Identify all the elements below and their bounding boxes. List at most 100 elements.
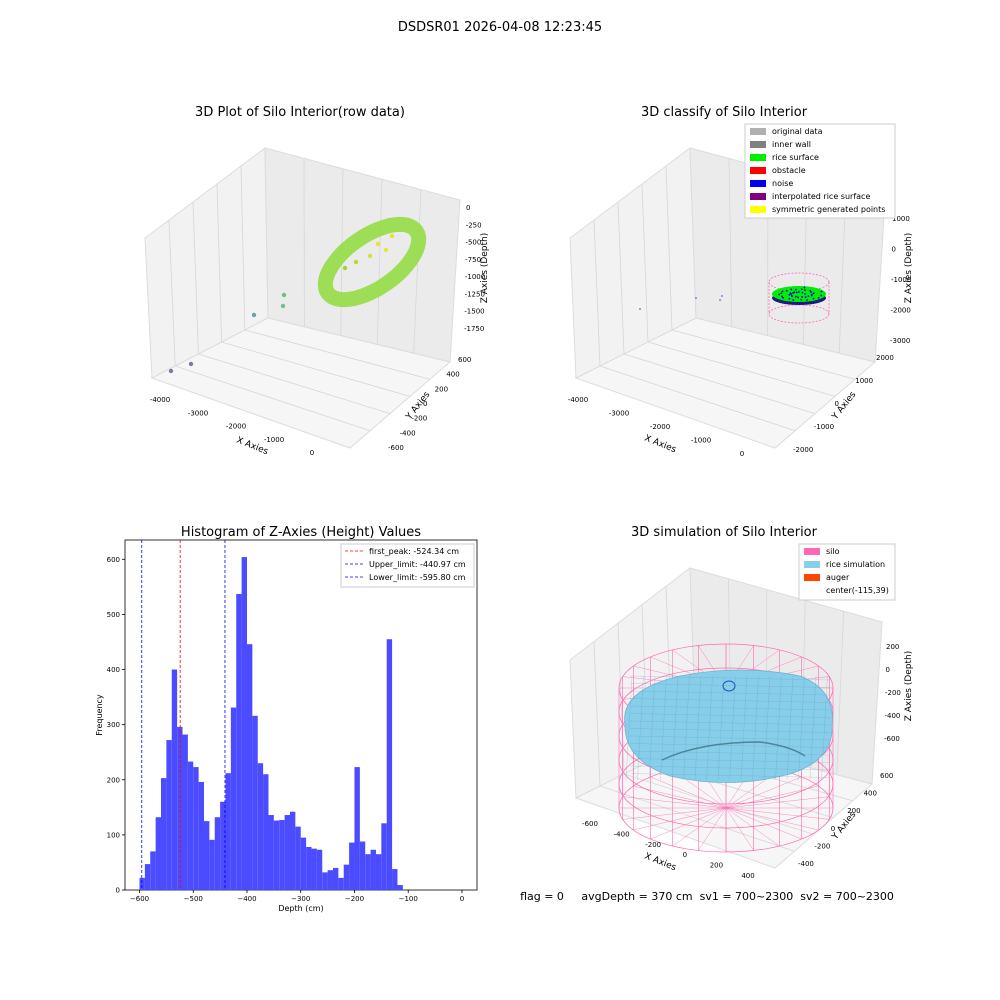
panel4-y-tick-label: 400 [864,790,877,798]
noise-point [800,298,803,301]
grid-line [244,329,431,380]
noise-point [804,296,807,299]
figure-title: DSDSR01 2026-04-08 12:23:45 [398,20,602,35]
panel2-legend-label: rice surface [772,153,819,162]
histogram-legend-label: first_peak: -524.34 cm [369,547,459,556]
histogram-bar [236,594,242,890]
histogram-bar [365,854,371,890]
histogram-ylabel: Frequency [95,694,104,736]
panel4-title: 3D simulation of Silo Interior [631,525,818,540]
panel2-legend-label: interpolated rice surface [772,192,870,201]
noise-point [790,294,793,297]
noise-point [794,288,797,291]
histogram-bar [257,763,264,890]
panel4-rice-ridge [661,741,806,761]
grid-line [593,219,601,367]
noise-point [801,291,804,294]
panel4-z-tick-label: -600 [884,735,900,743]
status-line: flag = 0 avgDepth = 370 cm sv1 = 700~230… [520,890,894,903]
noise-point [797,291,800,293]
panel1-y-tick-label: 600 [458,356,471,364]
panel1-x-tick-label: -3000 [188,409,208,417]
panel2-legend-swatch [750,167,766,174]
panel1-y-tick-label: -400 [400,429,416,437]
mesh-line [629,713,831,718]
grid-line [216,183,222,343]
panel1-title: 3D Plot of Silo Interior(row data) [195,105,405,120]
panel2-ticks: -4000 -3000 -2000 -1000 0 -2000 -1000 0 1000 2000… [568,215,912,458]
panel1-rice-ring [317,216,427,308]
histogram-bar [306,847,312,890]
histogram-bar [246,644,253,890]
histogram-bar [279,820,285,890]
histogram-bar [177,726,183,890]
histogram-threshold-lines [141,540,226,890]
panel2-legend-label: inner wall [772,140,811,149]
histogram-legend-box [340,543,475,588]
mesh-line [629,765,831,771]
histogram-legend: first_peak: -524.34 cm Upper_limit: -440.… [340,543,475,588]
histogram-bar [338,877,344,890]
panel2-legend-swatch [750,128,766,135]
mesh-line [798,675,805,781]
noise-point [804,293,806,295]
mesh-line [786,675,794,781]
noise-point [807,295,810,297]
x-tick-label: −500 [184,895,203,903]
panel4-legend: silo rice simulation auger center(-115,39) [798,543,896,601]
panel1-z-tick-label: -750 [465,256,481,264]
histogram-bar [370,849,376,890]
noise-point [790,288,793,291]
noise-point [811,293,813,296]
histogram-bar [166,740,172,890]
grid-line [641,183,649,343]
histogram-bar [220,801,226,890]
panel1-ticks: -4000-3000-2000-10000-600-400-2000200400… [150,204,485,457]
mesh-line [683,675,690,781]
mesh-line [629,773,831,778]
panel4-legend-label: rice simulation [826,560,885,569]
noise-point [780,292,783,295]
panel1-y-tick-label: 400 [446,371,459,379]
silo-floor-spoke [725,776,802,809]
panel4-rice-mesh [625,675,831,781]
mesh-line [629,698,831,703]
panel4-legend-label: silo [826,547,840,556]
panel4-y-tick-label: -200 [814,842,830,850]
scatter-point [251,312,257,318]
y-tick-label: 500 [107,611,120,619]
panel1-zlabel: Z Axies (Depth) [480,233,490,304]
panel1-x-tick-label: -2000 [226,423,246,431]
grid-line [671,329,856,380]
noise-point [797,296,799,299]
histogram-bar [193,767,199,890]
histogram-bar [386,639,393,890]
grid-line [240,165,246,331]
y-tick-label: 0 [116,887,120,895]
x-tick-label: −300 [291,895,310,903]
panel4-legend-label: center(-115,39) [826,586,889,595]
histogram-y-ticks: 0 100 200 300 400 500 600 [107,556,125,895]
panel2-legend-swatch [750,193,766,200]
grid-line [593,641,601,787]
histogram-bar [295,826,301,890]
mesh-line [729,675,736,781]
mesh-line [775,675,782,781]
panel4-x-tick-label: -200 [645,841,661,849]
histogram-bar [316,849,323,890]
x-tick-label: −100 [399,895,418,903]
silo-floor-spoke [725,807,830,820]
histogram-bar [332,867,339,890]
histogram-bar [187,761,194,890]
grid-line [836,611,844,775]
mesh-line [763,675,771,781]
panel4-ticks: -600 -400 -200 0 200 400 -400 -200 0 200 400 600 200… [582,643,901,880]
histogram-legend-label: Upper_limit: -440.97 cm [369,560,466,569]
y-tick-label: 200 [107,776,120,784]
silo-floor-spoke [725,807,802,840]
panel4-x-tick-label: -400 [614,830,630,838]
noise-point [778,293,780,296]
histogram-bar [354,767,360,890]
mesh-line [629,750,831,756]
panel2-z-tick-label: 0 [892,246,896,254]
